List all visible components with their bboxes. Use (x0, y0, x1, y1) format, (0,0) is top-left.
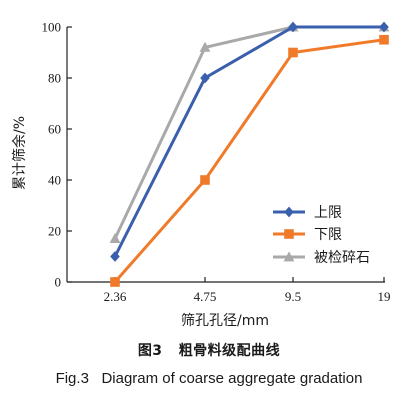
figure-label-en: Fig.3 (55, 370, 89, 387)
data-point (379, 34, 389, 45)
series-line (113, 25, 384, 240)
x-tick-label: 2.36 (104, 289, 127, 304)
x-axis-title: 筛孔孔径/mm (181, 313, 269, 329)
y-tick-label: 60 (48, 122, 61, 137)
legend-label: 下限 (314, 227, 342, 243)
y-tick-label: 80 (48, 71, 61, 86)
y-tick-label: 20 (48, 224, 61, 239)
series-2 (110, 34, 389, 287)
x-tick-label: 9.5 (285, 289, 301, 304)
legend-item: 被检碎石 (273, 250, 370, 266)
data-point (288, 47, 298, 58)
legend-item: 下限 (273, 227, 342, 243)
figure-caption-en: Fig.3 Diagram of coarse aggregate gradat… (0, 370, 418, 387)
x-tick-label: 19 (378, 289, 391, 304)
y-tick-label: 100 (42, 20, 62, 35)
x-tick-label: 4.75 (194, 289, 217, 304)
series-layer (109, 21, 390, 287)
legend-marker (284, 206, 294, 218)
data-point (200, 175, 210, 185)
figure-title-en: Diagram of coarse aggregate gradation (101, 370, 363, 387)
data-point (288, 21, 298, 33)
figure-label-cn: 图3 (137, 343, 163, 359)
data-point (199, 41, 211, 52)
series-line (113, 25, 384, 258)
legend-label: 上限 (314, 205, 342, 221)
series-3 (109, 21, 390, 244)
data-point (109, 233, 121, 244)
y-tick-label: 40 (48, 173, 61, 188)
legend-label: 被检碎石 (314, 250, 370, 266)
y-axis-title: 累计筛余/% (11, 116, 28, 190)
legend-marker (284, 229, 294, 239)
axes: 0 20 40 60 80 100 2.36 4.75 9.5 19 (42, 20, 391, 305)
legend-marker (283, 251, 295, 262)
data-point (379, 21, 389, 33)
figure-title-cn: 粗骨料级配曲线 (178, 343, 281, 359)
series-line (113, 38, 385, 283)
data-point (110, 277, 120, 287)
data-point (200, 72, 210, 84)
y-tick-label: 0 (55, 275, 62, 290)
figure-caption-cn: 图3 粗骨料级配曲线 (0, 340, 418, 360)
legend-item: 上限 (273, 205, 342, 221)
series-1 (110, 21, 389, 262)
data-point (110, 251, 120, 262)
